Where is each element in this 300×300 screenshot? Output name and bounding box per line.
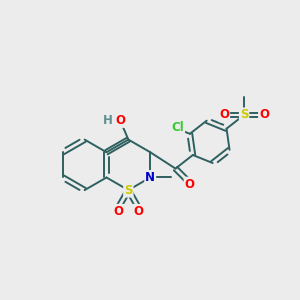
Text: H: H xyxy=(103,114,112,127)
Text: S: S xyxy=(124,184,133,196)
Text: O: O xyxy=(115,114,125,127)
Text: O: O xyxy=(133,205,143,218)
Text: Cl: Cl xyxy=(171,121,184,134)
Text: O: O xyxy=(219,108,229,122)
Text: N: N xyxy=(145,171,155,184)
Text: O: O xyxy=(184,178,195,191)
Text: S: S xyxy=(240,108,248,122)
Text: O: O xyxy=(114,205,124,218)
Text: O: O xyxy=(259,108,269,122)
